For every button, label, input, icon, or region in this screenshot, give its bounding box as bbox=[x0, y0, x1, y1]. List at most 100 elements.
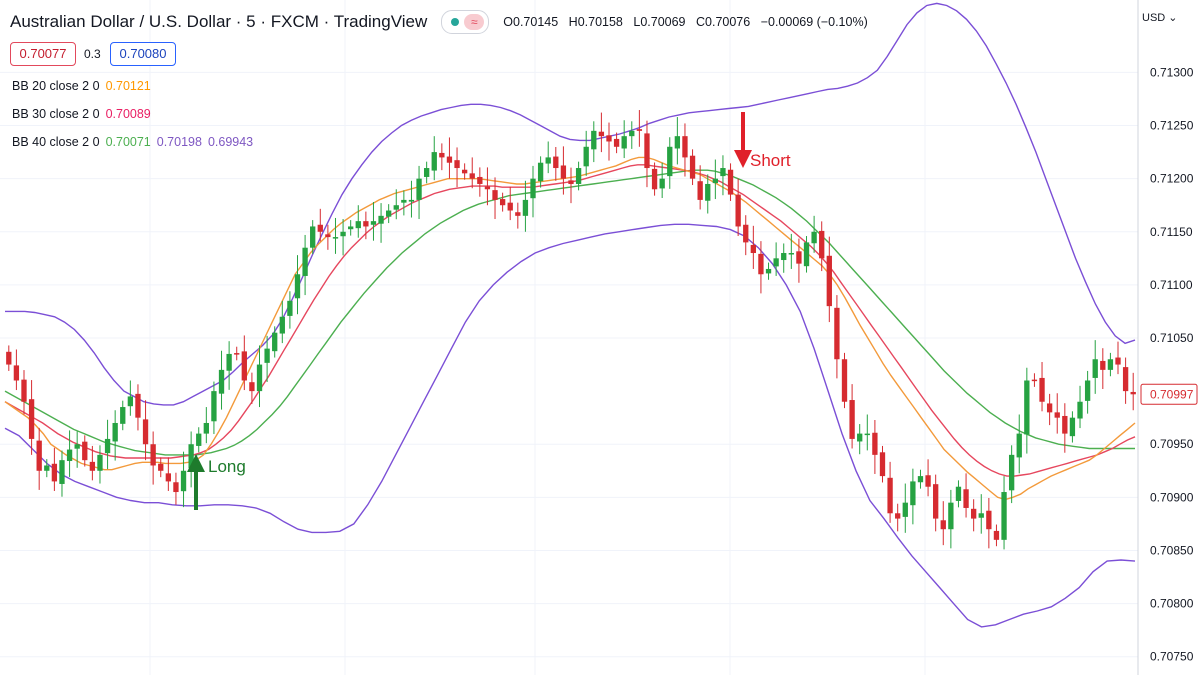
candle-body bbox=[575, 168, 582, 184]
chevron-down-icon: ⌄ bbox=[1165, 12, 1178, 24]
indicator-legend-bb40[interactable]: BB 40 close 2 0 0.70071 0.70198 0.69943 bbox=[12, 135, 253, 149]
candle-body bbox=[803, 242, 810, 267]
candle-body bbox=[917, 476, 924, 483]
indicator-lines bbox=[4, 2, 1136, 628]
candle-body bbox=[697, 181, 703, 200]
candle-body bbox=[910, 481, 916, 506]
price-tick-label: 0.70900 bbox=[1150, 490, 1194, 504]
candle-body bbox=[970, 508, 977, 519]
currency-selector[interactable]: USD ⌄ bbox=[1142, 9, 1190, 27]
candle-body bbox=[218, 369, 225, 394]
candle-body bbox=[781, 253, 787, 261]
price-tick-label: 0.71050 bbox=[1150, 331, 1194, 345]
candle-body bbox=[378, 215, 384, 224]
candle-body bbox=[568, 180, 574, 184]
price-tick-label: 0.71150 bbox=[1150, 225, 1193, 239]
indicator-value: 0.70089 bbox=[105, 107, 151, 121]
ohlc-change: −0.00069 (−0.10%) bbox=[760, 15, 868, 29]
candle-body bbox=[1054, 412, 1060, 418]
candle-body bbox=[1130, 391, 1136, 395]
price-tick-label: 0.71200 bbox=[1150, 172, 1194, 186]
spread-value: 0.3 bbox=[84, 47, 101, 61]
price-tick-label: 0.71100 bbox=[1150, 278, 1193, 292]
candle-body bbox=[256, 364, 263, 392]
candle-body bbox=[629, 130, 635, 137]
candle-body bbox=[811, 231, 817, 244]
price-badge bbox=[1140, 383, 1198, 405]
indicator-legend-bb30[interactable]: BB 30 close 2 0 0.70089 bbox=[12, 107, 151, 121]
candle-body bbox=[689, 155, 696, 179]
candle-body bbox=[492, 190, 498, 200]
candle-body bbox=[446, 156, 453, 163]
candle-body bbox=[674, 136, 681, 149]
candle-body bbox=[477, 176, 483, 184]
candle-body bbox=[1069, 417, 1076, 437]
ohlc-high: H0.70158 bbox=[568, 15, 623, 29]
bb40-basis-line bbox=[4, 169, 1135, 456]
candle-body bbox=[188, 444, 194, 469]
bb40-lower-line bbox=[4, 223, 1136, 628]
candle-body bbox=[530, 178, 536, 199]
candle-body bbox=[978, 513, 984, 518]
candle-body bbox=[180, 470, 187, 492]
long-arrowhead-icon bbox=[187, 454, 205, 472]
candle-body bbox=[1024, 380, 1030, 435]
price-tick-label: 0.70800 bbox=[1150, 597, 1194, 611]
candle-body bbox=[750, 244, 756, 254]
candle-body bbox=[431, 152, 437, 171]
status-group[interactable]: ≈ bbox=[441, 10, 490, 34]
candle-body bbox=[591, 130, 597, 150]
candle-body bbox=[142, 419, 149, 445]
candle-body bbox=[1115, 357, 1121, 365]
indicator-label: BB 40 close 2 0 bbox=[12, 135, 100, 149]
candle-body bbox=[879, 452, 886, 477]
symbol-title[interactable]: Australian Dollar / U.S. Dollar · 5 · FX… bbox=[10, 12, 428, 31]
candle-body bbox=[302, 247, 308, 276]
candle-body bbox=[537, 162, 544, 182]
candle-body bbox=[416, 178, 422, 200]
candle-body bbox=[36, 440, 42, 471]
ohlc-open: O0.70145 bbox=[503, 15, 559, 29]
candle-body bbox=[644, 133, 650, 169]
bb40-upper-line bbox=[5, 2, 1136, 406]
indicator-legend-bb20[interactable]: BB 20 close 2 0 0.70121 bbox=[12, 79, 151, 93]
candle-body bbox=[249, 382, 255, 392]
indicator-value: 0.70071 bbox=[105, 135, 151, 149]
candle-body bbox=[408, 199, 415, 202]
candle-body bbox=[955, 486, 962, 501]
candle-body bbox=[1084, 380, 1091, 401]
candle-body bbox=[135, 393, 141, 418]
candle-body bbox=[712, 178, 719, 184]
candle-body bbox=[940, 520, 946, 530]
candle-body bbox=[165, 473, 172, 482]
candle-body bbox=[211, 391, 217, 422]
price-tick-label: 0.70950 bbox=[1150, 437, 1194, 451]
candle-body bbox=[21, 379, 27, 402]
chart-grid bbox=[0, 0, 1138, 675]
candle-body bbox=[849, 400, 855, 439]
candle-body bbox=[241, 351, 247, 381]
short-arrowhead-icon bbox=[734, 150, 752, 168]
candle-body bbox=[758, 253, 764, 275]
price-tick-label: 0.71250 bbox=[1150, 119, 1194, 133]
price-tick-label: 0.71300 bbox=[1150, 65, 1194, 79]
candle-body bbox=[325, 234, 331, 238]
candle-body bbox=[348, 226, 354, 230]
candles bbox=[6, 110, 1136, 550]
candle-body bbox=[158, 463, 164, 471]
buy-button[interactable]: 0.70080 bbox=[110, 42, 176, 66]
candle-body bbox=[279, 316, 285, 334]
approx-wave-icon[interactable]: ≈ bbox=[464, 14, 485, 30]
candle-body bbox=[834, 307, 840, 360]
candle-body bbox=[226, 353, 232, 371]
candle-body bbox=[545, 157, 551, 164]
candle-body bbox=[720, 168, 726, 177]
candle-body bbox=[386, 210, 392, 217]
sell-button[interactable]: 0.70077 bbox=[10, 42, 76, 66]
candle-body bbox=[393, 205, 399, 210]
candle-body bbox=[150, 444, 156, 466]
ohlc-close: C0.70076 bbox=[696, 15, 751, 29]
ohlc-low: L0.70069 bbox=[633, 15, 686, 29]
candle-body bbox=[515, 212, 521, 216]
